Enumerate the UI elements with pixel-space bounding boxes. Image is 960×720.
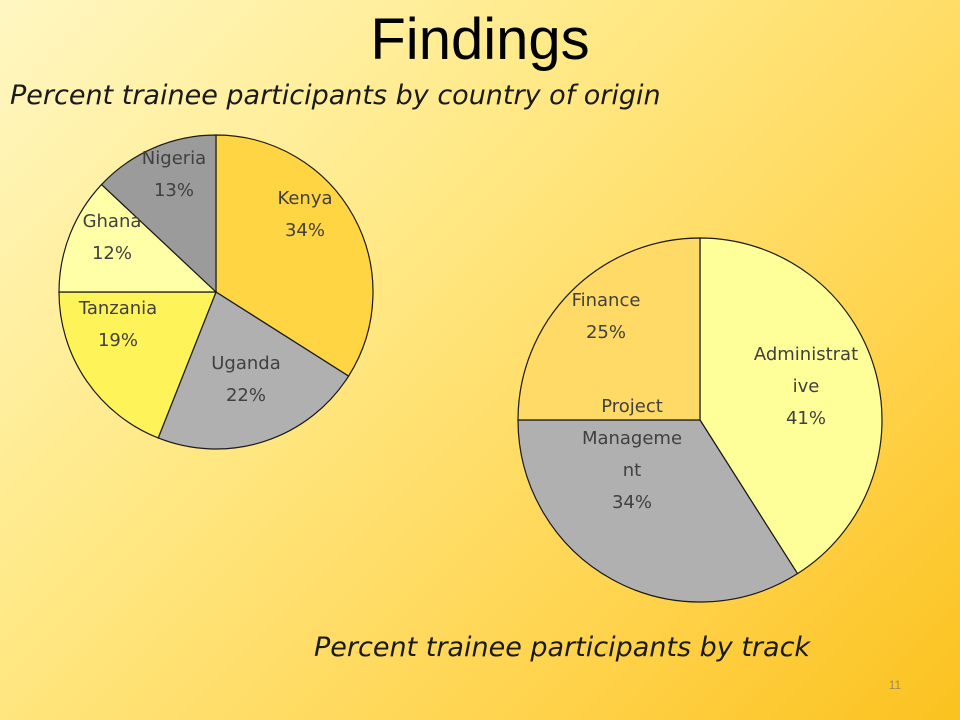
slide-title: Findings: [370, 7, 590, 72]
pie-slice-kenya: [215, 134, 374, 377]
pie-label-nigeria: Nigeria 13%: [142, 148, 206, 201]
country-pie: Kenya 34% Uganda 22% Tanzania 19% Ghana 12%Nige…: [58, 134, 374, 450]
pie-label-uganda: Uganda 22%: [211, 353, 281, 406]
pie-slice-ghana: [58, 183, 218, 293]
track-pie: Administrat ive 41% Project Manageme nt 34% Fin…: [517, 237, 883, 603]
pie-label-tanzania: Tanzania 19%: [78, 298, 157, 351]
pie-slice-projectmanagement: [517, 419, 799, 603]
pie-label-finance: Finance 25%: [572, 290, 641, 343]
pie-label-ghana: Ghana 12%: [83, 211, 142, 264]
pie-slice-nigeria: [100, 134, 217, 294]
pie-label-kenya: Kenya 34%: [277, 188, 332, 241]
pie-label-projectmanagement: Project Manageme nt 34%: [582, 396, 682, 513]
pie-slice-administrative: [699, 237, 883, 575]
country-chart-subtitle: Percent trainee participants by country …: [10, 80, 661, 111]
pie-slice-tanzania: [58, 291, 217, 439]
pie-slice-uganda: [157, 291, 350, 450]
pie-label-administrative: Administrat ive 41%: [754, 344, 858, 429]
track-chart-subtitle: Percent trainee participants by track: [314, 632, 811, 663]
slide-number: 11: [888, 678, 902, 692]
pie-slice-finance: [517, 237, 701, 421]
